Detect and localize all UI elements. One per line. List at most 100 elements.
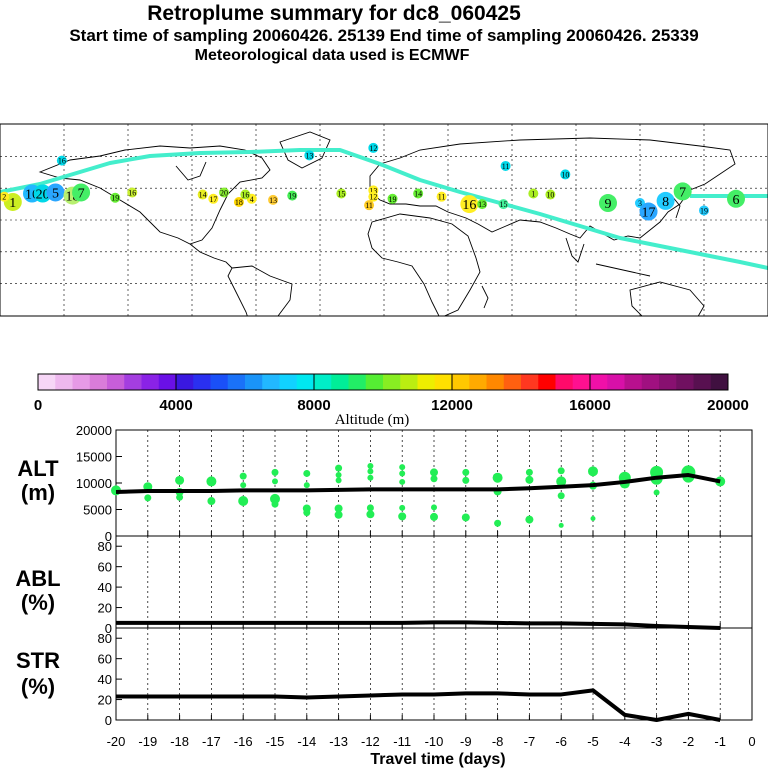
altitude-scatter-point	[462, 468, 470, 476]
colorbar-tick-label: 0	[34, 397, 42, 414]
abl-panel-title: ABL	[15, 566, 60, 591]
colorbar-swatch	[365, 374, 384, 390]
str-y-tick-label: 0	[105, 713, 112, 728]
altitude-scatter-point	[303, 509, 311, 517]
alt-panel-title: ALT	[17, 456, 59, 481]
colorbar-swatch	[538, 374, 556, 390]
altitude-scatter-point	[399, 470, 406, 477]
altitude-scatter-point	[207, 497, 216, 506]
x-tick-label: -8	[492, 734, 504, 749]
map-plume-dot	[528, 188, 539, 199]
map-day-label: 13	[478, 200, 486, 209]
map-day-label: 16	[128, 188, 136, 197]
altitude-scatter-point	[239, 472, 247, 480]
str-y-tick-label: 40	[98, 672, 112, 687]
map-plume-dot	[387, 193, 398, 204]
altitude-scatter-point	[366, 504, 374, 512]
map-plume-dot	[72, 183, 91, 202]
colorbar-swatch	[38, 374, 56, 390]
colorbar-swatch	[434, 374, 453, 390]
altitude-scatter-point	[270, 493, 280, 504]
map-day-label: 11	[438, 193, 446, 202]
map-day-label: 1	[9, 196, 16, 211]
altitude-scatter-point	[272, 478, 278, 485]
str-panel-unit: (%)	[21, 674, 55, 699]
str-series-line	[116, 688, 721, 722]
altitude-scatter-point	[335, 464, 343, 472]
str-y-tick-label: 80	[98, 631, 112, 646]
altitude-scatter-point	[462, 476, 470, 484]
alt-y-tick-label: 15000	[76, 450, 112, 465]
colorbar-swatch	[590, 374, 608, 390]
x-tick-label: -19	[138, 734, 157, 749]
x-tick-label: -10	[425, 734, 444, 749]
altitude-scatter-point	[399, 478, 406, 485]
altitude-scatter-point	[653, 489, 660, 496]
map-plume-dot	[545, 189, 556, 200]
map-graticule	[0, 124, 768, 316]
colorbar-swatch	[176, 374, 194, 390]
colorbar-swatch	[227, 374, 246, 390]
colorbar-swatch	[659, 374, 677, 390]
map-plume-dot	[368, 142, 379, 153]
map-plume-dot	[0, 191, 10, 202]
altitude-scatter-point	[588, 466, 598, 477]
map-day-label: 11	[365, 201, 373, 210]
colorbar-label: Altitude (m)	[335, 412, 410, 428]
altitude-colorbar: 0 4000 8000 12000 16000 20000	[34, 373, 749, 414]
map-day-label: 20	[36, 188, 50, 203]
map-day-label: 16	[58, 157, 66, 166]
altitude-scatter-point	[240, 482, 247, 489]
map-plume-dot	[436, 191, 447, 202]
map-plume-dot	[208, 193, 219, 204]
abl-y-tick-label: 40	[98, 580, 112, 595]
altitude-scatter-point	[367, 463, 374, 470]
colorbar-swatch	[693, 374, 712, 390]
map-day-label: 11	[502, 162, 510, 171]
altitude-scatter-point	[430, 468, 438, 477]
map-day-label: 6	[733, 193, 740, 208]
colorbar-swatch	[624, 374, 643, 390]
map-plume-dot	[233, 196, 244, 207]
x-tick-label: -14	[297, 734, 316, 749]
map-plume-dot	[219, 187, 229, 198]
map-frame	[0, 123, 768, 317]
x-tick-label: -11	[393, 734, 411, 749]
colorbar-swatch	[158, 374, 177, 390]
map-plume-dot	[413, 188, 424, 199]
colorbar-swatch	[210, 374, 229, 390]
sampling-times: Start time of sampling 20060426. 25139 E…	[69, 26, 699, 45]
map-day-label: 17	[209, 195, 217, 204]
abl-series-line	[116, 620, 721, 630]
map-day-label: 19	[389, 195, 397, 204]
colorbar-swatch	[676, 374, 694, 390]
colorbar-swatch	[262, 374, 280, 390]
colorbar-tick-label: 20000	[707, 397, 749, 414]
colorbar-swatch	[141, 374, 160, 390]
map-plume-dot	[500, 160, 511, 171]
map-plume-dot	[240, 189, 251, 200]
map-plume-dot	[110, 192, 121, 203]
altitude-scatter-point	[398, 512, 407, 521]
map-day-label: 7	[679, 185, 686, 200]
map-plume-dot	[56, 155, 67, 166]
alt-y-tick-label: 5000	[83, 503, 112, 518]
altitude-scatter-point	[525, 468, 533, 476]
x-tick-label: -13	[329, 734, 348, 749]
map-day-label: 12	[369, 144, 377, 153]
map-plume-dot	[368, 191, 379, 202]
altitude-scatter-point	[590, 516, 596, 522]
map-day-label: 16	[241, 191, 249, 200]
colorbar-swatch	[193, 374, 211, 390]
colorbar-swatch	[124, 374, 142, 390]
colorbar-swatch	[521, 374, 539, 390]
altitude-scatter-point	[303, 482, 310, 489]
map-day-label: 14	[414, 190, 422, 199]
x-tick-label: -17	[202, 734, 221, 749]
map-plume-dot	[197, 189, 208, 200]
map-day-label: 1	[531, 190, 535, 199]
map-day-label: 13	[305, 151, 313, 160]
map-day-label: 7	[78, 186, 85, 201]
time-series-panels: 05000100001500020000020406080020406080-2…	[76, 423, 756, 749]
altitude-scatter-point	[558, 522, 564, 528]
